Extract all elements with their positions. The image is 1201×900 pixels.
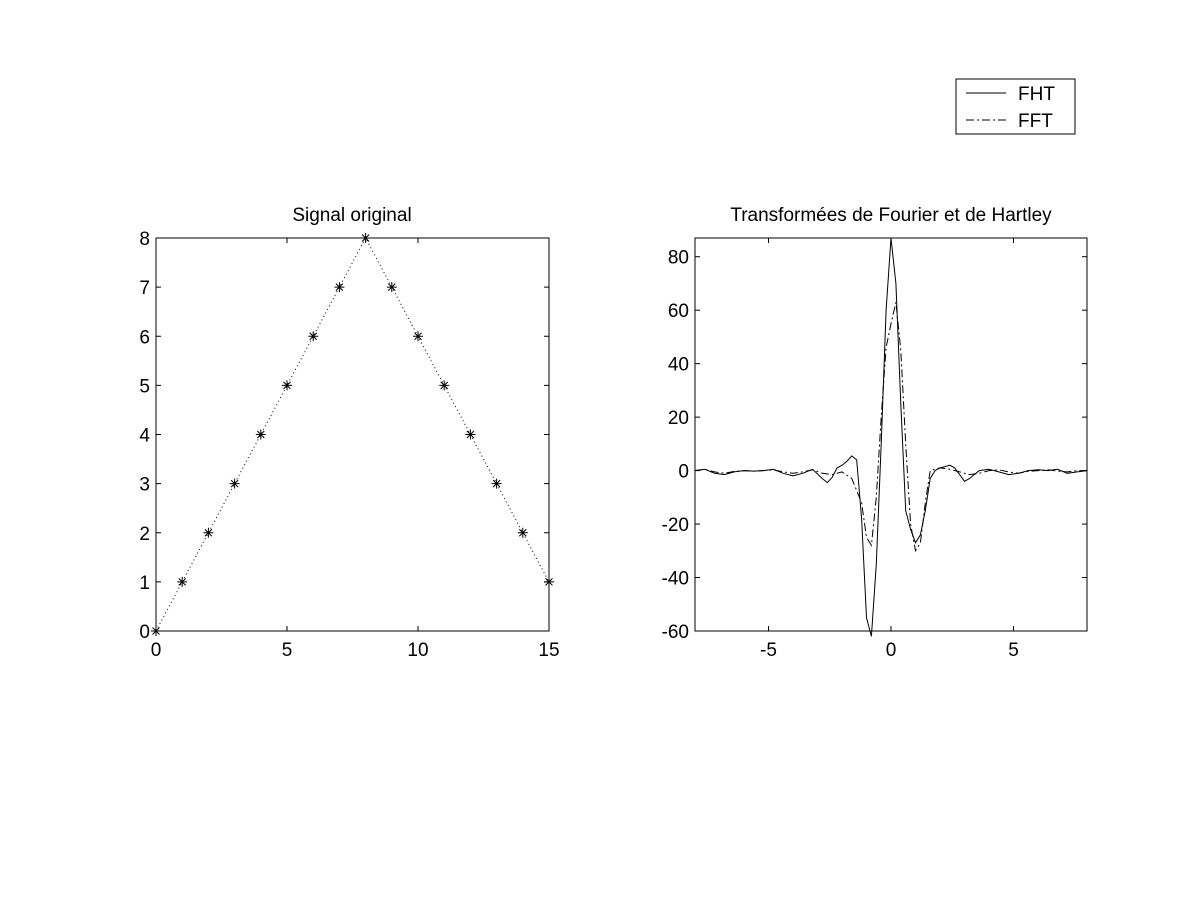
series-line-fft — [694, 302, 1087, 553]
y-tick-label: 2 — [139, 524, 150, 545]
axis-ticks: 0 5 10 15 0 1 2 3 4 5 6 7 8 — [139, 229, 559, 661]
data-point-marker — [544, 576, 554, 587]
data-point-marker — [203, 527, 214, 538]
legend-box — [955, 78, 1076, 135]
x-tick-label: 5 — [282, 640, 293, 661]
y-tick-label: -20 — [662, 515, 689, 536]
axis-ticks: -5 0 5 -60 -40 -20 0 20 40 60 80 — [662, 238, 1087, 661]
series-layer — [694, 237, 1088, 637]
y-tick-label: 8 — [139, 229, 150, 250]
y-tick-label: 1 — [139, 573, 150, 594]
legend-label-fft: FFT — [1018, 111, 1053, 132]
data-point-marker — [439, 380, 450, 391]
y-tick-label: 20 — [668, 408, 689, 429]
y-tick-label: 4 — [139, 426, 150, 447]
y-tick-label: 5 — [139, 376, 150, 397]
x-tick-label: 15 — [538, 640, 559, 661]
chart-fourier-hartley: Transformées de Fourier et de Hartley -5… — [662, 205, 1088, 661]
data-point-marker — [465, 429, 476, 440]
chart-title: Signal original — [292, 205, 411, 226]
y-tick-label: 3 — [139, 475, 150, 496]
data-point-marker — [255, 429, 266, 440]
x-tick-label: 0 — [151, 640, 162, 661]
x-tick-label: 0 — [886, 640, 897, 661]
series-layer — [151, 233, 554, 636]
x-tick-label: 5 — [1008, 640, 1019, 661]
data-point-marker — [151, 626, 161, 636]
data-point-marker — [517, 527, 528, 538]
data-point-marker — [360, 233, 371, 243]
y-tick-label: 0 — [139, 622, 150, 643]
series-line-fht — [694, 237, 1088, 637]
data-point-marker — [334, 282, 345, 293]
x-tick-label: -5 — [760, 640, 777, 661]
y-tick-label: 60 — [668, 301, 689, 322]
data-point-marker — [282, 380, 292, 391]
y-tick-label: 7 — [139, 278, 150, 299]
y-tick-label: -60 — [662, 622, 689, 643]
chart-title: Transformées de Fourier et de Hartley — [730, 205, 1052, 226]
legend: FHT FFT — [955, 78, 1076, 135]
data-point-marker — [308, 331, 319, 342]
data-point-marker — [386, 282, 397, 293]
y-tick-label: 6 — [139, 327, 150, 348]
data-point-marker — [177, 576, 188, 587]
y-tick-label: -40 — [662, 569, 689, 590]
y-tick-label: 40 — [668, 355, 689, 376]
chart-signal-original: Signal original 0 5 10 15 0 1 2 3 4 5 6 7 8 — [139, 205, 559, 661]
data-point-marker — [229, 478, 240, 489]
data-point-marker — [491, 478, 502, 489]
legend-label-fht: FHT — [1018, 84, 1055, 105]
y-tick-label: 0 — [678, 462, 689, 483]
x-tick-label: 10 — [407, 640, 428, 661]
data-point-marker — [413, 331, 423, 342]
y-tick-label: 80 — [668, 248, 689, 269]
